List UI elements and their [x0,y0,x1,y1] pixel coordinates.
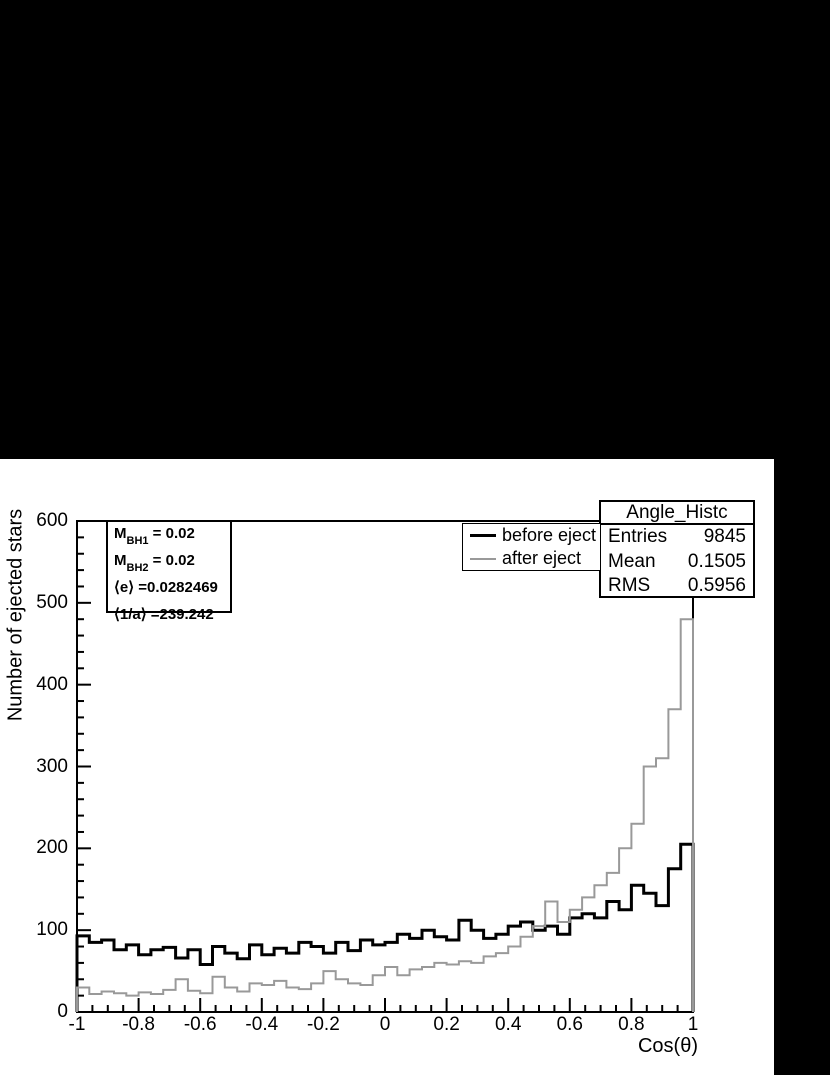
param-line-mbh1: MBH1 = 0.02 [114,525,195,547]
legend-line-sample [470,534,496,537]
y-tick-label: 100 [36,919,68,941]
legend: before eject after eject [462,523,601,571]
x-tick-label: -0.8 [122,1014,155,1035]
y-axis-title: Number of ejected stars [4,508,27,722]
stats-value: 0.1505 [687,550,746,572]
x-tick-label: -0.4 [245,1014,279,1035]
stats-value: 9845 [703,526,746,547]
x-tick-label: -0.2 [307,1014,340,1035]
y-tick-label: 200 [36,837,68,859]
stats-row-entries: Entries 9845 [601,525,753,550]
x-tick-label: 0.4 [494,1014,522,1035]
stats-value: 0.5956 [687,575,746,596]
param-line-eccentricity: ⟨e⟩ =0.0282469 [114,579,218,596]
y-tick-label: 500 [36,591,68,613]
x-tick-label: 0.2 [433,1014,460,1035]
legend-label: after eject [502,548,582,568]
x-tick-label: 0.6 [556,1014,583,1035]
legend-line-sample [470,557,496,560]
stats-label: Mean [608,550,656,572]
x-tick-label: 0 [379,1014,391,1035]
stats-box-title: Angle_Histc [601,502,753,525]
x-axis-title: Cos(θ) [637,1035,698,1057]
stats-row-mean: Mean 0.1505 [601,550,753,575]
stats-row-rms: RMS 0.5956 [601,574,753,599]
legend-item-before-eject: before eject [463,524,600,547]
stats-label: RMS [608,575,651,596]
y-tick-label: 300 [36,755,68,777]
x-tick-label: 0.8 [618,1014,645,1035]
y-tick-label: 600 [36,510,68,531]
stats-label: Entries [608,526,668,547]
y-tick-label: 400 [36,673,68,695]
legend-item-after-eject: after eject [463,547,600,570]
x-tick-label: 1 [687,1014,699,1035]
parameter-box: MBH1 = 0.02 MBH2 = 0.02 ⟨e⟩ =0.0282469 ⟨… [106,520,232,623]
stats-box: Angle_Histc Entries 9845 Mean 0.1505 RMS… [599,500,755,598]
param-line-mbh2: MBH2 = 0.02 [114,552,195,574]
legend-label: before eject [502,525,597,545]
y-tick-label: 0 [57,1001,68,1022]
x-tick-label: -1 [68,1014,86,1035]
param-line-inverse-a: ⟨1/a⟩ =239.242 [114,606,214,623]
x-tick-label: -0.6 [183,1014,217,1035]
